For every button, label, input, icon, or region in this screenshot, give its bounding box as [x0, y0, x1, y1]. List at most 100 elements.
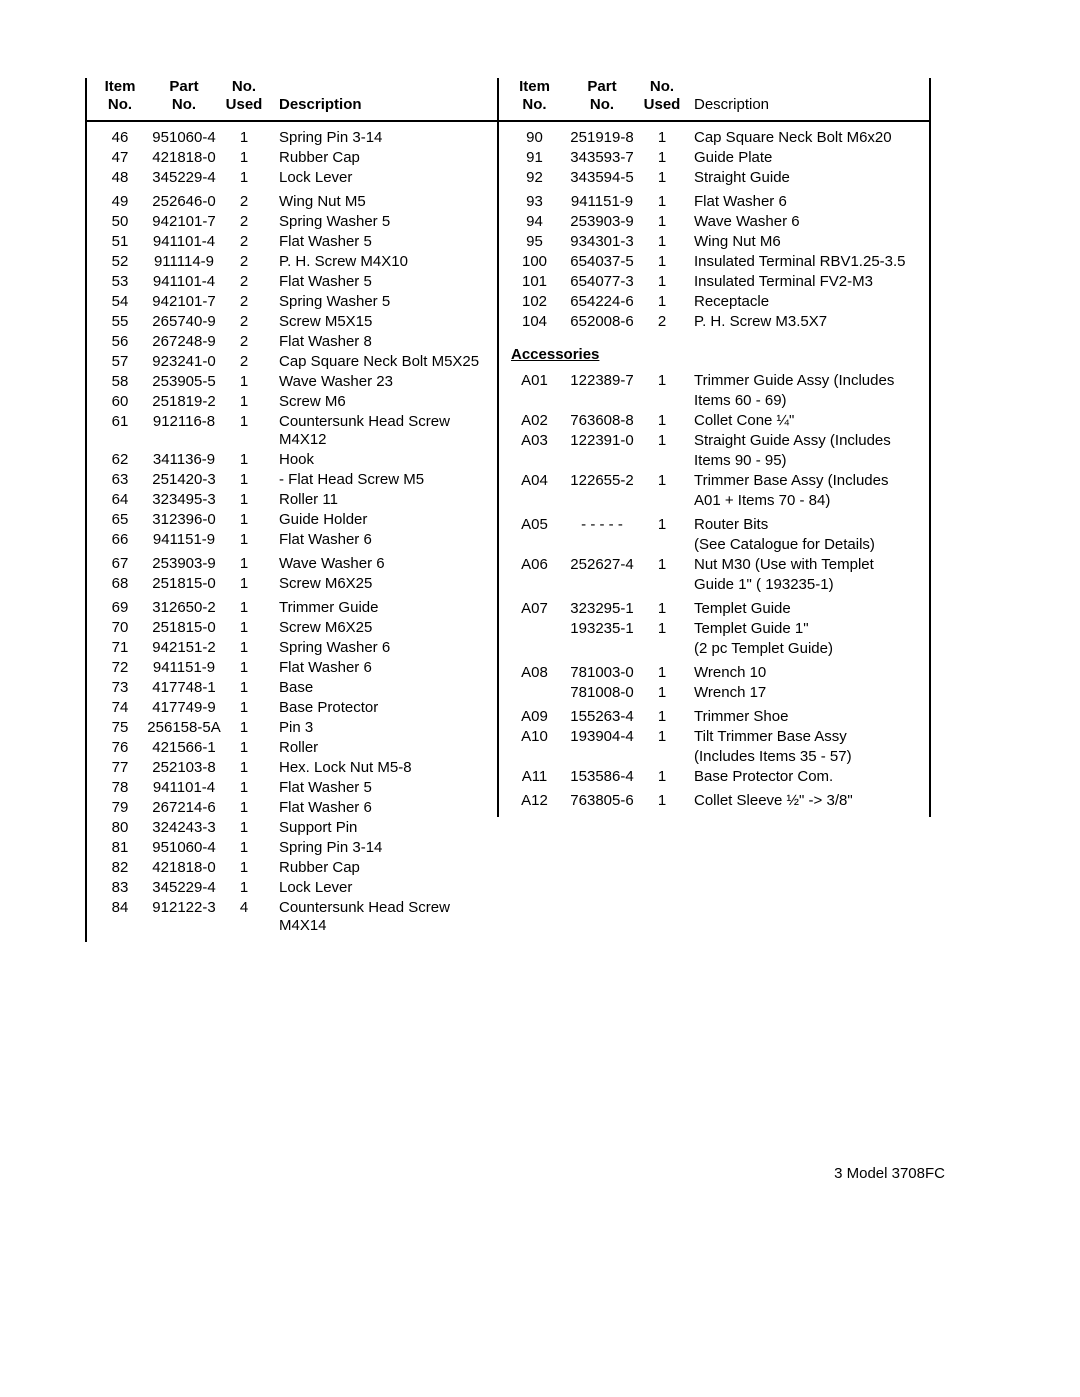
table-row: 46951060-41Spring Pin 3-14: [95, 128, 497, 148]
cell-part-no: 323495-3: [145, 491, 223, 509]
hdr-used-2: Used: [226, 96, 263, 114]
table-row: 69312650-21Trimmer Guide: [95, 598, 497, 618]
cell-part-no: 122391-0: [562, 432, 642, 450]
cell-description: Base Protector: [265, 699, 497, 717]
cell-part-no: [562, 452, 642, 470]
cell-item-no: A11: [507, 768, 562, 786]
cell-description: Trimmer Base Assy (Includes: [682, 472, 929, 490]
cell-description: Flat Washer 5: [265, 233, 497, 251]
cell-part-no: 251815-0: [145, 619, 223, 637]
cell-part-no: 654037-5: [562, 253, 642, 271]
table-row: A08781003-01Wrench 10: [507, 663, 929, 683]
cell-description: Rubber Cap: [265, 149, 497, 167]
cell-item-no: 58: [95, 373, 145, 391]
cell-no-used: 2: [223, 193, 265, 211]
table-row: 781008-01Wrench 17: [507, 683, 929, 703]
table-row: 104652008-62P. H. Screw M3.5X7: [507, 312, 929, 332]
cell-part-no: 193904-4: [562, 728, 642, 746]
cell-part-no: 911114-9: [145, 253, 223, 271]
table-row: 93941151-91Flat Washer 6: [507, 192, 929, 212]
table-row: 54942101-72Spring Washer 5: [95, 292, 497, 312]
cell-no-used: 1: [223, 639, 265, 657]
table-row: 95934301-31Wing Nut M6: [507, 232, 929, 252]
cell-no-used: [642, 452, 682, 470]
table-row: 56267248-92Flat Washer 8: [95, 332, 497, 352]
cell-item-no: 71: [95, 639, 145, 657]
cell-description: Flat Washer 6: [265, 659, 497, 677]
cell-item-no: 51: [95, 233, 145, 251]
cell-description: Cap Square Neck Bolt M5X25: [265, 353, 497, 371]
cell-no-used: [642, 492, 682, 510]
cell-no-used: 1: [642, 432, 682, 450]
cell-no-used: 1: [642, 768, 682, 786]
cell-part-no: 941101-4: [145, 233, 223, 251]
cell-item-no: 46: [95, 129, 145, 147]
cell-item-no: [507, 392, 562, 410]
cell-item-no: 92: [507, 169, 562, 187]
hdr-desc: Description: [279, 96, 362, 114]
cell-description: Hex. Lock Nut M5-8: [265, 759, 497, 777]
page-footer: 3 Model 3708FC: [834, 1165, 945, 1182]
cell-item-no: 72: [95, 659, 145, 677]
cell-item-no: 60: [95, 393, 145, 411]
cell-item-no: 64: [95, 491, 145, 509]
cell-item-no: A07: [507, 600, 562, 618]
cell-description: Wing Nut M6: [682, 233, 929, 251]
table-row: 102654224-61Receptacle: [507, 292, 929, 312]
cell-item-no: 100: [507, 253, 562, 271]
cell-item-no: A04: [507, 472, 562, 490]
cell-no-used: [642, 576, 682, 594]
table-row: (See Catalogue for Details): [507, 535, 929, 555]
cell-item-no: 81: [95, 839, 145, 857]
columns: Item No. Part No. No. Used Description 4…: [85, 78, 1015, 942]
table-row: (2 pc Templet Guide): [507, 639, 929, 659]
table-row: Items 60 - 69): [507, 391, 929, 411]
cell-no-used: 1: [223, 859, 265, 877]
cell-part-no: 421566-1: [145, 739, 223, 757]
cell-description: Pin 3: [265, 719, 497, 737]
cell-item-no: 57: [95, 353, 145, 371]
cell-part-no: 122655-2: [562, 472, 642, 490]
cell-description: Wrench 17: [682, 684, 929, 702]
cell-part-no: 417749-9: [145, 699, 223, 717]
table-row: 58253905-51Wave Washer 23: [95, 372, 497, 392]
cell-no-used: 1: [642, 708, 682, 726]
cell-description: Cap Square Neck Bolt M6x20: [682, 129, 929, 147]
cell-no-used: 1: [642, 516, 682, 534]
cell-description: Wave Washer 6: [682, 213, 929, 231]
cell-no-used: 1: [223, 599, 265, 617]
table-row: 57923241-02Cap Square Neck Bolt M5X25: [95, 352, 497, 372]
cell-description: Countersunk Head Screw M4X14: [265, 899, 497, 935]
cell-no-used: 1: [642, 169, 682, 187]
cell-part-no: 942151-2: [145, 639, 223, 657]
cell-no-used: 1: [223, 531, 265, 549]
cell-part-no: 324243-3: [145, 819, 223, 837]
cell-part-no: 912116-8: [145, 413, 223, 449]
hdr-item-1: Item: [105, 78, 136, 96]
cell-part-no: 153586-4: [562, 768, 642, 786]
cell-no-used: 1: [223, 739, 265, 757]
cell-item-no: 61: [95, 413, 145, 449]
cell-description: Base: [265, 679, 497, 697]
cell-description: A01 + Items 70 - 84): [682, 492, 929, 510]
cell-description: Templet Guide: [682, 600, 929, 618]
cell-item-no: 74: [95, 699, 145, 717]
cell-no-used: 1: [642, 149, 682, 167]
cell-no-used: 1: [642, 664, 682, 682]
cell-description: Flat Washer 8: [265, 333, 497, 351]
cell-part-no: 312650-2: [145, 599, 223, 617]
table-row: 77252103-81Hex. Lock Nut M5-8: [95, 758, 497, 778]
cell-no-used: 2: [642, 313, 682, 331]
table-row: A05- - - - -1Router Bits: [507, 515, 929, 535]
cell-part-no: [562, 536, 642, 554]
cell-part-no: 781008-0: [562, 684, 642, 702]
table-row: A11153586-41Base Protector Com.: [507, 767, 929, 787]
cell-description: Flat Washer 6: [265, 799, 497, 817]
cell-item-no: 77: [95, 759, 145, 777]
cell-item-no: [507, 620, 562, 638]
cell-part-no: 654224-6: [562, 293, 642, 311]
cell-part-no: 652008-6: [562, 313, 642, 331]
cell-no-used: 1: [642, 273, 682, 291]
table-row: 91343593-71Guide Plate: [507, 148, 929, 168]
cell-no-used: 1: [223, 511, 265, 529]
